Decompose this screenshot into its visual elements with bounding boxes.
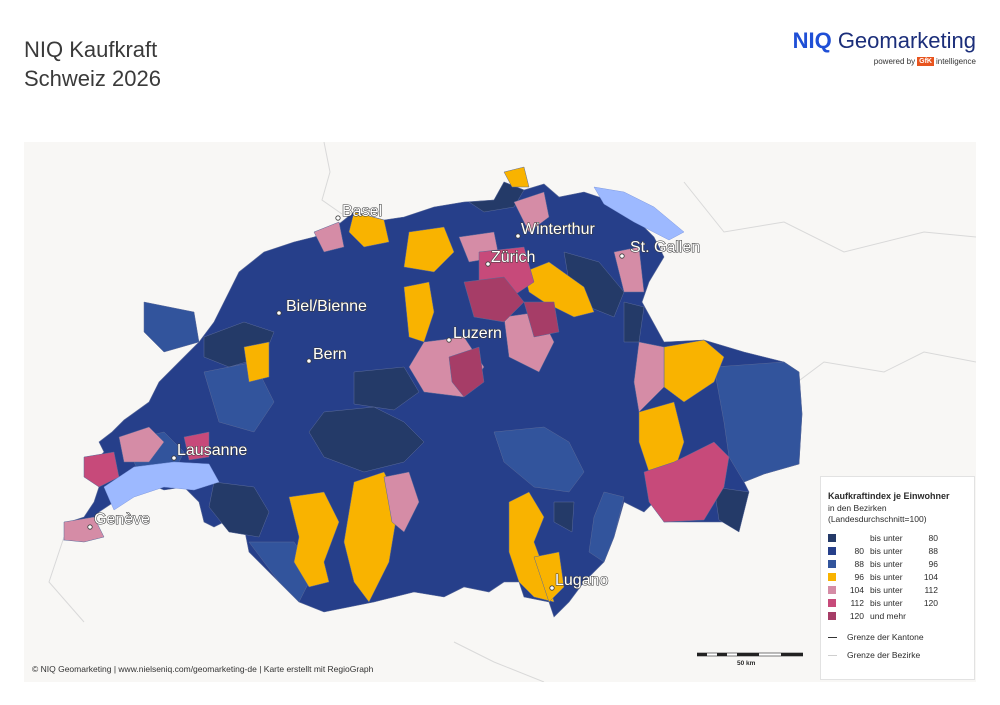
- city-markers: [87, 215, 625, 591]
- scale-label: 50 km: [737, 660, 756, 667]
- legend-subtitle: in den Bezirken (Landesdurchschnitt=100): [828, 503, 927, 524]
- city-label-bern: Bern: [313, 346, 347, 363]
- niq-geomarketing-logo: NIQ Geomarketing powered by GfK intelligen…: [792, 28, 976, 67]
- city-label-luzern: Luzern: [453, 325, 502, 342]
- district-c4-aargau-west: [403, 226, 455, 273]
- border-austria-italy: [783, 351, 976, 393]
- district-c1-misox: [553, 501, 575, 533]
- district-c5-sion: [383, 471, 420, 533]
- legend-title: Kaufkraftindex je Einwohner: [828, 491, 950, 501]
- lake-geneva: [103, 461, 220, 511]
- city-marker-zurich: [485, 261, 491, 267]
- district-c5-chur: [633, 341, 665, 413]
- legend-swatch: [828, 573, 836, 582]
- title-line-1: NIQ Kaufkraft: [24, 37, 158, 62]
- class-4-districts: [243, 166, 725, 603]
- logo-wordmark: NIQ Geomarketing: [792, 28, 976, 53]
- legend-swatch: [828, 612, 836, 621]
- logo-powered-by: powered by GfK intelligence: [873, 57, 976, 67]
- district-c4-seeland: [243, 341, 270, 383]
- legend-row: 112 bis unter 120: [828, 596, 938, 609]
- district-c6-lavaux: [183, 431, 210, 461]
- district-c4-stein: [503, 166, 530, 188]
- district-c4-lugano: [533, 551, 565, 603]
- border-france-south: [48, 536, 85, 623]
- scale-bar: [697, 652, 803, 657]
- city-marker-lugano: [549, 585, 555, 591]
- city-label-winterthur: Winterthur: [521, 221, 595, 238]
- district-c4-olten: [403, 281, 435, 343]
- district-c4-visp: [288, 491, 340, 588]
- city-label-lugano: Lugano: [555, 572, 608, 589]
- kantone-line-symbol: [828, 636, 837, 638]
- legend-kantone-line: Grenze der Kantone: [828, 632, 968, 642]
- class-6-districts: [83, 246, 730, 523]
- district-c7-nidwalden: [448, 346, 485, 398]
- city-label-geneve: Genève: [94, 511, 150, 528]
- border-germany-austria: [683, 181, 976, 253]
- city-label-basel: Basel: [342, 203, 382, 220]
- legend-row: 104 bis unter 112: [828, 583, 938, 596]
- legend-row: bis unter 80: [828, 531, 938, 544]
- city-marker-bern: [306, 358, 312, 364]
- city-marker-biel: [276, 310, 282, 316]
- district-c1-valais-west: [208, 481, 270, 538]
- neighbour-borders: [48, 142, 976, 682]
- district-c5-geneve-east: [63, 516, 105, 543]
- district-c1-oberland: [308, 406, 425, 473]
- district-c3-neuchatel: [143, 301, 200, 353]
- district-c4-basel-land: [348, 211, 390, 248]
- city-marker-luzern: [446, 337, 452, 343]
- legend-bezirke-line: Grenze der Bezirke: [828, 650, 968, 660]
- district-c5-winterthur: [513, 191, 550, 233]
- lake-constance: [593, 186, 685, 241]
- gfk-logo: GfK: [917, 57, 934, 67]
- city-label-zurich: Zürich: [491, 249, 535, 266]
- switzerland-map: Basel Winterthur Zürich St. Gallen Biel/…: [48, 142, 976, 682]
- legend-classes: bis unter 80 80 bis unter 88 88 bis unter 96 …: [828, 531, 938, 622]
- city-marker-st-gallen: [619, 253, 625, 259]
- map-title: NIQ Kaufkraft Schweiz 2026: [24, 35, 161, 93]
- legend-swatch: [828, 547, 836, 556]
- district-c6-nyon: [83, 451, 120, 488]
- map-legend: Kaufkraftindex je Einwohner in den Bezir…: [820, 476, 975, 680]
- legend-row: 88 bis unter 96: [828, 557, 938, 570]
- legend-row: 120 und mehr: [828, 609, 938, 622]
- title-line-2: Schweiz 2026: [24, 66, 161, 91]
- district-c7-meilen: [523, 301, 560, 338]
- legend-row: 96 bis unter 104: [828, 570, 938, 583]
- district-c3-moesa: [588, 491, 625, 563]
- district-c3-surselva: [493, 426, 585, 493]
- class-7-districts: [448, 276, 560, 398]
- border-france-germany: [321, 142, 343, 215]
- district-c1-munstertal: [713, 486, 750, 533]
- district-c3-engadin: [713, 361, 803, 483]
- legend-row: 80 bis unter 88: [828, 544, 938, 557]
- city-marker-lausanne: [171, 455, 177, 461]
- city-label-st-gallen: St. Gallen: [630, 239, 700, 256]
- city-marker-basel: [335, 215, 341, 221]
- bezirke-line-symbol: [828, 654, 837, 656]
- district-c5-arlesheim: [313, 221, 345, 253]
- city-marker-geneve: [87, 524, 93, 530]
- lakes: [103, 186, 685, 511]
- legend-swatch: [828, 586, 836, 595]
- legend-swatch: [828, 599, 836, 608]
- city-marker-winterthur: [515, 233, 521, 239]
- footer-credit: © NIQ Geomarketing | www.nielseniq.com/g…: [32, 664, 374, 674]
- legend-swatch: [828, 560, 836, 569]
- district-c6-maloja: [643, 441, 730, 523]
- district-c1-emmental: [353, 366, 420, 411]
- legend-swatch: [828, 534, 836, 543]
- district-c4-zurich-oberland: [523, 261, 595, 318]
- district-c5-morges: [118, 426, 165, 463]
- city-label-lausanne: Lausanne: [177, 442, 247, 459]
- border-italy-west: [453, 641, 545, 682]
- district-c1-schaffhausen: [468, 181, 525, 213]
- city-label-biel: Biel/Bienne: [286, 298, 367, 315]
- district-c7-horgen: [463, 276, 525, 323]
